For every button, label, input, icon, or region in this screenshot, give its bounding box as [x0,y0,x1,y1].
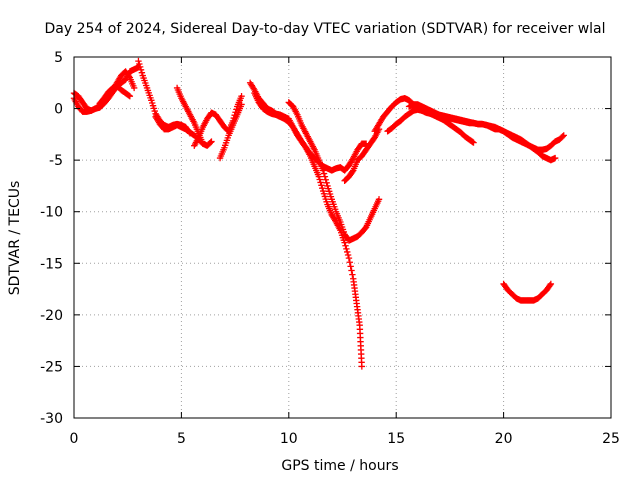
series-arc-9 [246,79,366,370]
data-point [322,176,329,183]
series-arc-16 [500,280,555,304]
data-point [344,251,352,259]
y-tick-label: -5 [49,153,63,169]
data-point [348,267,355,274]
y-tick-label: -20 [40,308,63,324]
data-point [345,254,353,262]
data-point [319,167,327,174]
series-arc-3 [96,82,134,107]
y-tick-label: 5 [54,50,63,66]
data-point [347,263,354,270]
data-point [470,139,477,146]
y-tick-label: -10 [40,205,63,221]
data-point [238,101,245,108]
series-arc-11 [285,99,383,244]
chart-title: Day 254 of 2024, Sidereal Day-to-day VTE… [44,21,605,37]
data-point [344,248,351,256]
data-point [342,242,349,249]
axis-ticks: 0 5 10 15 20 25 5 0 -5 -10 -15 -20 -25 -30 [40,50,620,447]
data-point [559,133,567,140]
series-arc-7 [173,84,207,147]
y-tick-label: -30 [40,411,63,427]
data-point [321,173,329,180]
data-point [560,132,567,139]
data-point [317,179,324,186]
data-point [358,363,366,370]
data-point [135,57,142,65]
x-axis-label: GPS time / hours [281,458,398,474]
series-arc-8 [216,101,245,162]
series-arc-15 [405,101,559,164]
data-point [318,182,325,189]
y-tick-label: -25 [40,359,63,375]
data-point [375,196,383,203]
data-point [315,173,323,180]
data-point [316,176,323,183]
y-axis-label: SDTVAR / TECUs [7,181,23,296]
series-arc-4 [135,57,194,137]
plot-frame [73,56,612,419]
data-point [207,139,214,146]
data-point [551,154,559,162]
data-point [320,170,328,177]
data-point [136,60,143,68]
data-point [126,92,134,100]
data-point [349,271,356,278]
data-point [208,138,215,145]
data-point [349,168,356,175]
data-point [343,245,350,253]
data-point [136,63,144,71]
data-points [70,57,567,370]
x-tick-label: 10 [280,431,298,447]
data-point [199,140,207,147]
x-tick-label: 0 [70,431,79,447]
y-tick-label: 0 [54,102,63,118]
x-tick-label: 20 [495,431,513,447]
data-point [137,66,145,73]
x-tick-label: 25 [602,431,620,447]
data-point [319,184,326,192]
data-point [323,179,330,187]
x-tick-label: 5 [177,431,186,447]
data-point [238,92,245,100]
data-point [130,84,138,92]
data-point [346,259,354,266]
x-tick-label: 15 [387,431,405,447]
data-point [341,239,348,246]
y-tick-label: -15 [40,256,63,272]
series-arc-12 [341,126,383,184]
data-point [547,280,555,288]
series-arc-10 [251,89,370,174]
data-point [138,69,146,76]
data-point [546,281,554,289]
